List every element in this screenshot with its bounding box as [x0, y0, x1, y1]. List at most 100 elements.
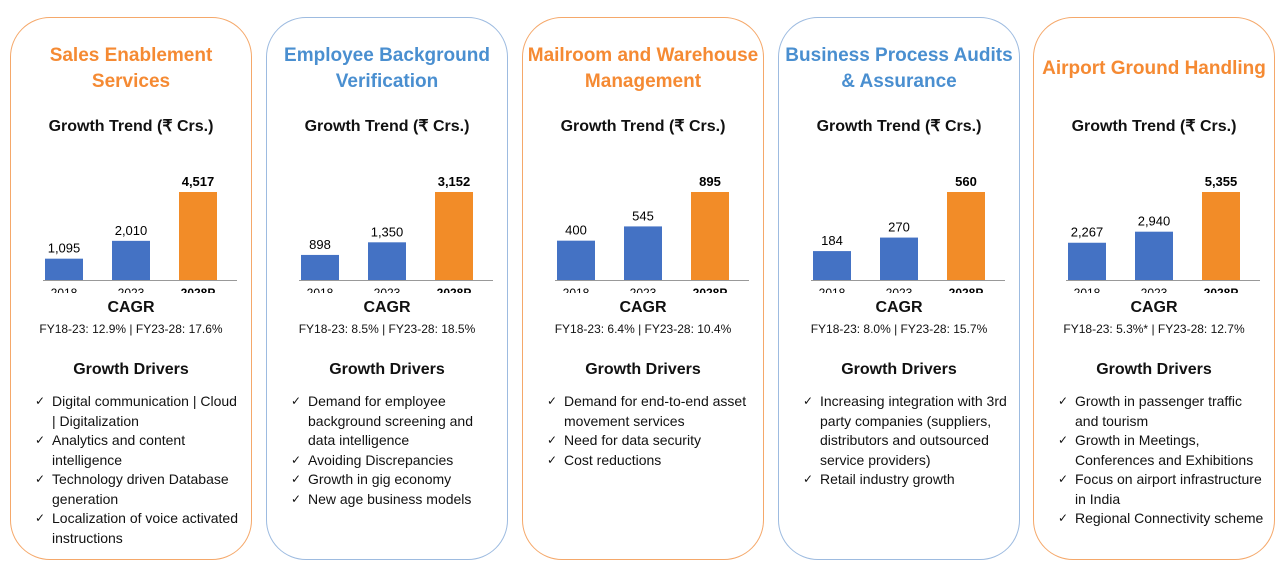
category-label: 2028P [949, 286, 984, 293]
category-label: 2028P [437, 286, 472, 293]
growth-driver-text: Growth in gig economy [308, 471, 452, 487]
check-icon: ✓ [1058, 511, 1069, 525]
growth-driver-item: ✓ Retail industry growth [803, 470, 1009, 490]
growth-drivers-list: ✓ Growth in passenger traffic and tourism… [1058, 392, 1264, 529]
cagr-values: FY18-23: 8.0% | FY23-28: 15.7% [810, 322, 988, 336]
growth-driver-text: Retail industry growth [820, 471, 955, 487]
growth-drivers-list: ✓ Increasing integration with 3rd party c… [803, 392, 1009, 490]
segment-card: Employee Background Verification Growth … [266, 17, 508, 560]
bar-2028P [1202, 192, 1240, 280]
growth-driver-item: ✓ Growth in passenger traffic and tourism [1058, 392, 1264, 431]
bar-2028P [435, 192, 473, 280]
category-label: 2023 [630, 286, 657, 293]
value-label: 2,267 [1071, 225, 1104, 240]
value-label: 560 [955, 174, 977, 189]
growth-driver-item: ✓ Regional Connectivity scheme [1058, 509, 1264, 529]
category-label: 2028P [1204, 286, 1239, 293]
growth-driver-text: Demand for employee background screening… [308, 393, 474, 448]
bar-2023 [880, 237, 918, 280]
growth-driver-item: ✓ Need for data security [547, 431, 753, 451]
growth-driver-text: Need for data security [564, 432, 701, 448]
segment-title: Business Process Audits & Assurance [785, 45, 1013, 92]
check-icon: ✓ [291, 472, 302, 486]
cagr-values: FY18-23: 6.4% | FY23-28: 10.4% [554, 322, 732, 336]
check-icon: ✓ [1058, 394, 1069, 408]
category-label: 2023 [118, 286, 145, 293]
check-icon: ✓ [291, 452, 302, 467]
chart-title: Growth Trend (₹ Crs.) [560, 118, 726, 135]
bar-2018 [813, 251, 851, 280]
category-label: 2023 [374, 286, 401, 293]
growth-driver-text: Growth in Meetings, Conferences and Exhi… [1075, 432, 1254, 468]
growth-bar-chart: 1,095 2018 2,010 2023 4,517 2028P [43, 174, 237, 293]
growth-driver-text: Growth in passenger traffic and tourism [1075, 393, 1243, 429]
check-icon: ✓ [1058, 433, 1069, 447]
check-icon: ✓ [35, 511, 46, 525]
value-label: 270 [888, 220, 910, 235]
check-icon: ✓ [35, 394, 46, 408]
value-label: 1,350 [371, 224, 404, 239]
growth-driver-item: ✓ Focus on airport infrastructure in Indi… [1058, 470, 1264, 509]
category-label: 2023 [886, 286, 913, 293]
growth-driver-item: ✓ Increasing integration with 3rd party c… [803, 392, 1009, 470]
chart-title: Growth Trend (₹ Crs.) [304, 118, 470, 135]
value-label: 5,355 [1205, 174, 1238, 189]
growth-bar-chart: 2,267 2018 2,940 2023 5,355 2028P [1066, 174, 1260, 293]
growth-driver-item: ✓ Localization of voice activated instruc… [35, 509, 241, 548]
bar-2028P [179, 192, 217, 280]
cagr-heading: CAGR [619, 299, 667, 316]
bar-2018 [557, 240, 595, 280]
growth-drivers-list: ✓ Demand for end-to-end asset movement se… [547, 392, 753, 470]
value-label: 2,940 [1138, 214, 1171, 229]
bar-2028P [691, 192, 729, 280]
check-icon: ✓ [547, 394, 558, 408]
growth-driver-text: Increasing integration with 3rd party co… [820, 393, 1007, 468]
growth-driver-text: Cost reductions [564, 451, 662, 468]
cagr-heading: CAGR [875, 299, 923, 316]
cagr-heading: CAGR [107, 299, 155, 316]
chart-title: Growth Trend (₹ Crs.) [1071, 118, 1237, 135]
growth-driver-text: Localization of voice activated instruct… [52, 510, 238, 546]
value-label: 3,152 [438, 174, 471, 189]
cagr-values: FY18-23: 12.9% | FY23-28: 17.6% [39, 322, 223, 336]
chart-title: Growth Trend (₹ Crs.) [48, 118, 214, 135]
category-label: 2018 [563, 286, 590, 293]
segment-title: Airport Ground Handling [1042, 58, 1266, 79]
category-label: 2018 [819, 286, 846, 293]
value-label: 1,095 [48, 241, 81, 256]
bar-2018 [45, 258, 83, 280]
bar-2018 [301, 254, 339, 280]
growth-driver-item: ✓ Technology driven Database generation [35, 470, 241, 509]
category-label: 2023 [1141, 286, 1168, 293]
cagr-values: FY18-23: 5.3%* | FY23-28: 12.7% [1063, 322, 1245, 336]
growth-driver-item: ✓ Cost reductions [547, 451, 753, 471]
growth-driver-text: New age business models [308, 490, 472, 507]
category-label: 2018 [307, 286, 334, 293]
segment-title: Sales Enablement Services [49, 45, 213, 92]
growth-driver-text: Analytics and content intelligence [52, 432, 186, 468]
check-icon: ✓ [803, 394, 814, 408]
chart-title: Growth Trend (₹ Crs.) [816, 118, 982, 135]
segment-card: Mailroom and Warehouse Management Growth… [522, 17, 764, 560]
bar-2018 [1068, 242, 1106, 280]
category-label: 2018 [51, 286, 78, 293]
cagr-heading: CAGR [1130, 299, 1178, 316]
growth-bar-chart: 898 2018 1,350 2023 3,152 2028P [299, 174, 493, 293]
growth-driver-text: Avoiding Discrepancies [308, 451, 454, 468]
check-icon: ✓ [803, 472, 814, 486]
growth-driver-text: Focus on airport infrastructure in India [1075, 471, 1262, 507]
bar-2023 [624, 226, 662, 280]
bar-2028P [947, 192, 985, 280]
growth-drivers-heading: Growth Drivers [329, 361, 445, 378]
growth-driver-text: Technology driven Database generation [52, 471, 229, 507]
growth-driver-text: Regional Connectivity scheme [1075, 510, 1264, 526]
growth-bar-chart: 184 2018 270 2023 560 2028P [811, 174, 1005, 293]
check-icon: ✓ [35, 433, 46, 447]
growth-driver-item: ✓ Analytics and content intelligence [35, 431, 241, 470]
growth-driver-item: ✓ Growth in Meetings, Conferences and Exh… [1058, 431, 1264, 470]
segment-card: Sales Enablement Services Growth Trend (… [10, 17, 252, 560]
growth-driver-item: ✓ Avoiding Discrepancies [291, 451, 497, 471]
category-label: 2028P [693, 286, 728, 293]
growth-driver-item: ✓ Digital communication | Cloud | Digital… [35, 392, 241, 431]
value-label: 545 [632, 208, 654, 223]
